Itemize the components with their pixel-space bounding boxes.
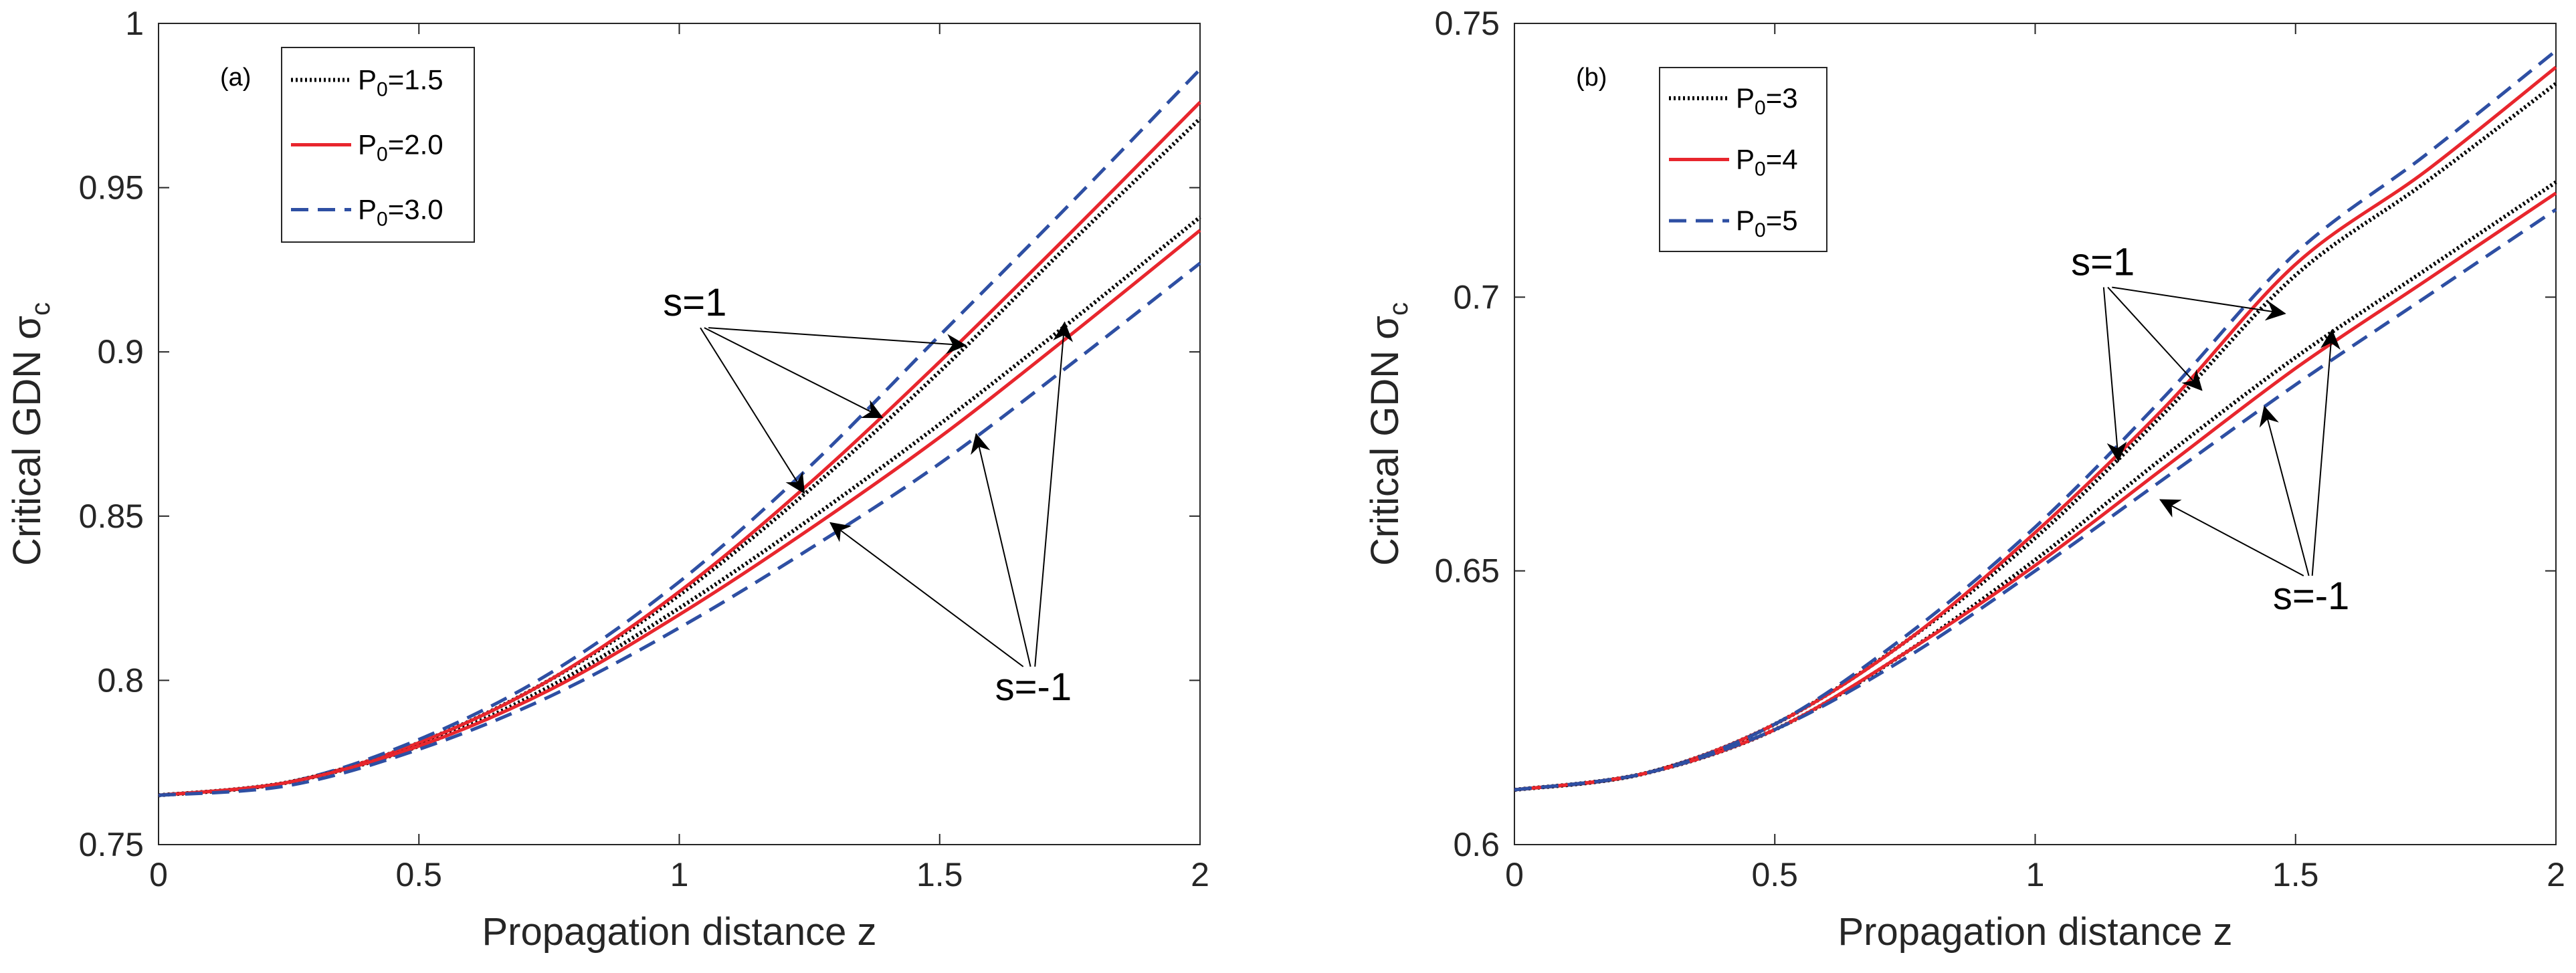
legend-label-suffix: =5 bbox=[1766, 205, 1798, 236]
legend-label-subscript: 0 bbox=[377, 79, 388, 101]
legend-label-subscript: 0 bbox=[377, 144, 388, 166]
legend-label: P0=3.0 bbox=[358, 194, 443, 231]
y-axis-label-main: Critical GDN σ bbox=[5, 316, 49, 566]
series-line bbox=[158, 229, 1201, 797]
x-tick-label: 1 bbox=[670, 856, 689, 893]
legend-label-prefix: P bbox=[1736, 205, 1755, 236]
x-axis-label: Propagation distance z bbox=[482, 910, 876, 954]
series-line bbox=[1514, 49, 2557, 792]
series-line bbox=[158, 68, 1201, 797]
legend-label: P0=4 bbox=[1736, 144, 1798, 181]
series-line bbox=[1514, 191, 2557, 792]
annotation-arrow bbox=[2159, 499, 2304, 576]
annotation-label: s=-1 bbox=[995, 665, 1072, 709]
panel-tag: (b) bbox=[1576, 64, 1607, 92]
y-axis-label-subscript: c bbox=[26, 302, 56, 316]
legend: P0=3P0=4P0=5 bbox=[1659, 67, 1827, 252]
annotation-arrow bbox=[971, 433, 1031, 667]
legend: P0=1.5P0=2.0P0=3.0 bbox=[281, 47, 475, 243]
legend-label-suffix: =1.5 bbox=[388, 64, 443, 96]
annotation-arrow bbox=[2112, 286, 2286, 321]
legend-label-suffix: =3.0 bbox=[388, 194, 443, 225]
y-axis-label-subscript: c bbox=[1384, 302, 1413, 316]
legend-label-suffix: =2.0 bbox=[388, 129, 443, 160]
annotation-arrow bbox=[704, 327, 884, 419]
annotation-arrow bbox=[700, 327, 805, 494]
annotation-label: s=-1 bbox=[2273, 574, 2349, 618]
legend-label-subscript: 0 bbox=[1755, 158, 1766, 181]
y-tick-label: 0.7 bbox=[1453, 278, 1500, 316]
annotation-arrow bbox=[1034, 321, 1074, 667]
y-axis-label: Critical GDN σc bbox=[1363, 302, 1413, 566]
y-tick-label: 0.75 bbox=[1435, 5, 1500, 42]
legend-label: P0=1.5 bbox=[358, 64, 443, 101]
x-tick-label: 0 bbox=[1505, 856, 1524, 893]
y-tick-label: 0.75 bbox=[79, 826, 144, 863]
y-tick-label: 1 bbox=[125, 5, 144, 42]
y-tick-label: 0.8 bbox=[97, 661, 144, 699]
legend-label: P0=5 bbox=[1736, 205, 1798, 241]
legend-label-suffix: =3 bbox=[1766, 82, 1798, 114]
y-tick-label: 0.6 bbox=[1453, 826, 1500, 863]
y-axis-label: Critical GDN σc bbox=[5, 302, 56, 566]
legend-label-suffix: =4 bbox=[1766, 144, 1798, 175]
annotation-label: s=1 bbox=[2071, 241, 2135, 284]
legend-label-prefix: P bbox=[358, 64, 377, 96]
x-tick-label: 1.5 bbox=[916, 856, 963, 893]
annotation-label: s=1 bbox=[663, 281, 726, 324]
legend-label-subscript: 0 bbox=[377, 209, 388, 231]
panel-tag: (a) bbox=[220, 64, 251, 92]
annotation-arrow bbox=[2311, 328, 2341, 576]
x-tick-label: 2 bbox=[1191, 856, 1209, 893]
legend-label-subscript: 0 bbox=[1755, 97, 1766, 119]
x-tick-label: 1.5 bbox=[2272, 856, 2319, 893]
annotation-arrow bbox=[2107, 286, 2203, 391]
y-tick-label: 0.95 bbox=[79, 169, 144, 207]
panel-a: 0 0.5 1 1.5 2 0.75 0.8 0.85 0.9 0.95 1 Propagation … bbox=[5, 5, 1209, 954]
annotation-arrow bbox=[829, 522, 1024, 667]
legend-label-prefix: P bbox=[1736, 82, 1755, 114]
series-line bbox=[158, 261, 1201, 797]
legend-label-prefix: P bbox=[358, 129, 377, 160]
legend-label: P0=3 bbox=[1736, 82, 1798, 119]
y-tick-label: 0.9 bbox=[97, 333, 144, 370]
y-tick-label: 0.85 bbox=[79, 498, 144, 535]
legend-label-prefix: P bbox=[1736, 144, 1755, 175]
series-line bbox=[1514, 208, 2557, 792]
annotation-arrow bbox=[2259, 405, 2310, 576]
x-tick-label: 2 bbox=[2547, 856, 2565, 893]
x-axis-label: Propagation distance z bbox=[1838, 910, 2232, 954]
panel-b: 0 0.5 1 1.5 2 0.6 0.65 0.7 0.75 Propagation dista… bbox=[1363, 5, 2565, 954]
x-tick-label: 0.5 bbox=[1751, 856, 1798, 893]
y-axis-label-main: Critical GDN σ bbox=[1363, 316, 1407, 566]
x-tick-label: 0 bbox=[149, 856, 168, 893]
x-tick-label: 1 bbox=[2026, 856, 2045, 893]
legend-label-subscript: 0 bbox=[1755, 219, 1766, 241]
x-tick-label: 0.5 bbox=[395, 856, 442, 893]
y-tick-label: 0.65 bbox=[1435, 552, 1500, 590]
legend-label-prefix: P bbox=[358, 194, 377, 225]
annotation-arrow bbox=[2102, 287, 2127, 463]
legend-label: P0=2.0 bbox=[358, 129, 443, 166]
series-line bbox=[1514, 180, 2557, 792]
series-line bbox=[1514, 82, 2557, 792]
annotation-arrow bbox=[708, 327, 967, 354]
